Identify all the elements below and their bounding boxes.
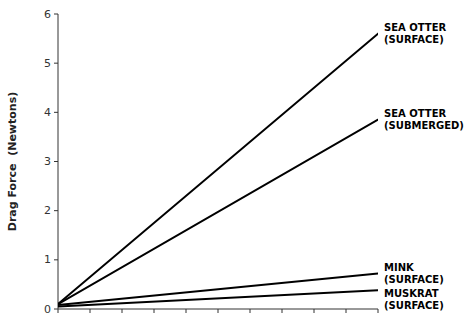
x-tick [90,309,91,313]
x-tick [346,309,347,313]
y-tick [54,14,58,15]
y-tick-label: 4 [44,106,51,119]
y-tick [54,210,58,211]
y-tick-label: 2 [44,204,51,217]
x-tick [378,309,379,313]
x-tick [58,309,59,313]
y-tick-label: 6 [44,8,51,21]
y-tick-label: 0 [44,303,51,316]
x-tick [218,309,219,313]
y-tick [54,309,58,310]
x-tick [154,309,155,313]
x-tick [282,309,283,313]
lines [58,34,378,307]
y-axis-label: Drag Force (Newtons) [6,92,19,231]
y-tick [54,259,58,260]
series-label: MUSKRAT(SURFACE) [384,288,444,311]
series-label: MINK(SURFACE) [384,262,444,285]
y-tick [54,63,58,64]
y-tick-label: 5 [44,57,51,70]
chart: 0 1 2 3 4 5 6 Drag Force (Newtons) SEA OTTER(SUR… [0,0,474,331]
series-label: SEA OTTER(SURFACE) [384,22,446,45]
x-tick [122,309,123,313]
x-tick [314,309,315,313]
y-tick [54,112,58,113]
series-line [58,290,378,306]
series-line [58,274,378,305]
y-tick-label: 3 [44,155,51,168]
x-tick [250,309,251,313]
x-tick [186,309,187,313]
series-label: SEA OTTER(SUBMERGED) [384,108,464,131]
y-tick [54,161,58,162]
series-line [58,34,378,304]
y-tick-label: 1 [44,253,51,266]
series-line [58,120,378,304]
